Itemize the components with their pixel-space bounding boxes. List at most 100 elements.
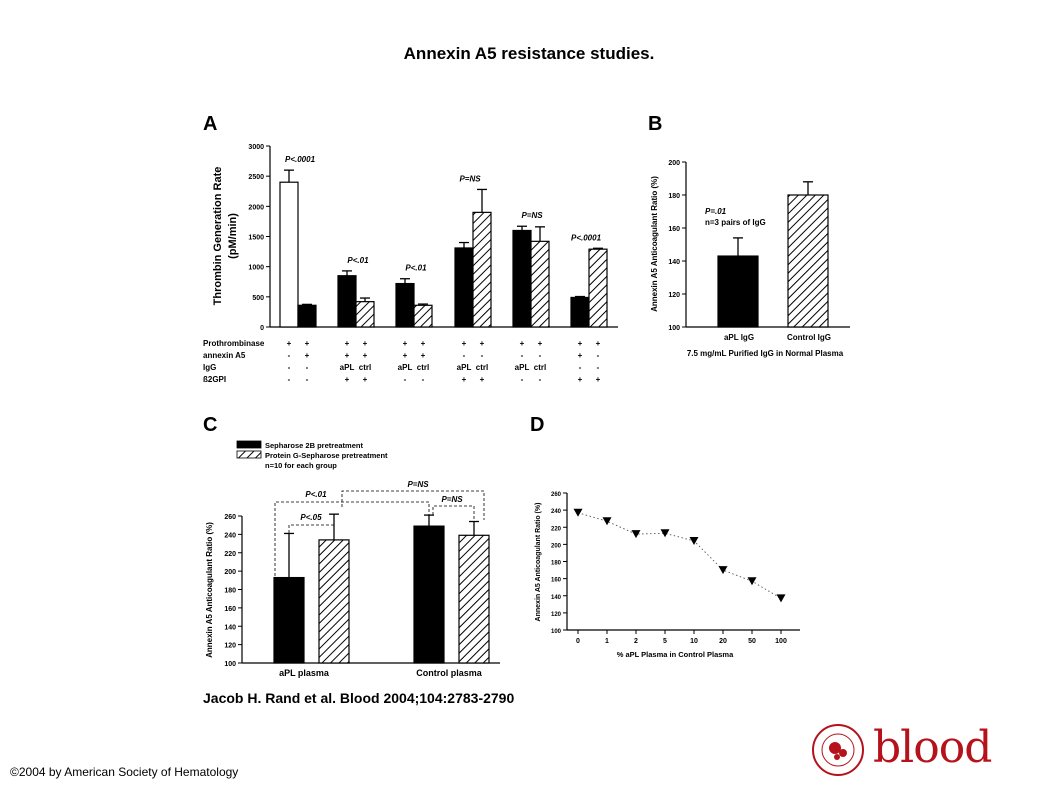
y-tick-label: 1000 — [248, 265, 264, 272]
table-cell: + — [305, 351, 310, 360]
table-cell: - — [597, 351, 600, 360]
table-cell: + — [480, 339, 485, 348]
y-tick-label: 200 — [224, 569, 236, 576]
table-cell: - — [288, 375, 291, 384]
x-tick-label: 2 — [634, 638, 638, 645]
legend-note: n=10 for each group — [265, 461, 337, 470]
y-tick-label: 140 — [551, 595, 562, 601]
data-point — [718, 566, 728, 575]
comparison-c-4: P=NS — [407, 480, 429, 489]
y-tick-label: 160 — [551, 578, 562, 584]
bar-a-4-1 — [530, 240, 550, 328]
table-cell: + — [363, 351, 368, 360]
legend-swatch — [236, 450, 262, 459]
bar-a-1-0 — [337, 275, 357, 328]
table-cell: + — [480, 375, 485, 384]
bar-a-4-0 — [512, 229, 532, 328]
blood-logo-text: blood — [873, 722, 992, 773]
category-label: aPL plasma — [279, 668, 330, 678]
table-cell: - — [521, 351, 524, 360]
table-cell: - — [481, 351, 484, 360]
table-cell: + — [345, 375, 350, 384]
table-cell: + — [403, 351, 408, 360]
table-cell: aPL — [515, 363, 530, 372]
y-tick-label: 500 — [252, 295, 264, 302]
table-cell: ctrl — [476, 363, 488, 372]
table-cell: + — [403, 339, 408, 348]
table-cell: aPL — [398, 363, 413, 372]
table-cell: - — [422, 375, 425, 384]
x-tick-label: 1 — [605, 638, 609, 645]
table-row-label: IgG — [203, 363, 216, 372]
table-cell: - — [288, 351, 291, 360]
bar-a-5-1 — [588, 248, 608, 328]
bar-a-5-0 — [570, 296, 590, 328]
table-cell: - — [539, 351, 542, 360]
annotation-a-5: P<.0001 — [571, 233, 602, 242]
category-label: Control IgG — [787, 333, 831, 342]
panel-label-c: C — [203, 414, 217, 436]
x-tick-label: 20 — [719, 638, 727, 645]
y-tick-label: 120 — [668, 292, 680, 299]
blood-logo: blood — [805, 720, 1005, 780]
bar-c-1-0 — [318, 539, 350, 664]
y-tick-label: 140 — [668, 259, 680, 266]
data-point — [660, 529, 670, 538]
y-tick-label: 220 — [224, 551, 236, 558]
x-tick-label: 5 — [663, 638, 667, 645]
y-tick-label: 2000 — [248, 204, 264, 211]
annotation-b-2: n=3 pairs of IgG — [705, 218, 766, 227]
panel-a-chart: 0 500 1000 1500 2000 2500 3000 Thrombin Generat… — [203, 144, 618, 384]
panel-label-a: A — [203, 113, 217, 135]
y-tick-label: 180 — [224, 588, 236, 595]
table-cell: + — [538, 339, 543, 348]
y-tick-label: 220 — [551, 526, 562, 532]
copyright: ©2004 by American Society of Hematology — [10, 765, 239, 779]
table-cell: - — [521, 375, 524, 384]
comparison-c-2: P<.01 — [305, 490, 327, 499]
table-cell: - — [539, 375, 542, 384]
y-tick-label: 120 — [551, 612, 562, 618]
x-tick-label: 10 — [690, 638, 698, 645]
x-tick-label: 0 — [576, 638, 580, 645]
table-row-label: annexin A5 — [203, 351, 246, 360]
bar-a-2-1 — [413, 304, 433, 328]
y-axis-label: Annexin A5 Anticoagulant Ratio (%) — [535, 503, 542, 622]
y-tick-label: 160 — [668, 226, 680, 233]
bracket-c-2 — [274, 501, 430, 576]
y-tick-label: 260 — [551, 492, 562, 498]
bar-c-0-0 — [273, 576, 305, 664]
table-cell: + — [578, 375, 583, 384]
bar-a-0-0 — [279, 181, 299, 328]
y-axis-label-1: Thrombin Generation Rate — [212, 167, 224, 306]
y-tick-label: 1500 — [248, 235, 264, 242]
y-tick-label: 200 — [551, 543, 562, 549]
table-cell: - — [306, 363, 309, 372]
table-cell: + — [520, 339, 525, 348]
y-tick-label: 3000 — [248, 144, 264, 151]
annotation-a-1: P<.01 — [347, 256, 369, 265]
bar-a-3-1 — [472, 211, 492, 328]
data-point — [573, 508, 583, 517]
table-cell: ctrl — [534, 363, 546, 372]
table-cell: - — [597, 363, 600, 372]
data-point — [747, 577, 757, 586]
y-axis-label: Annexin A5 Anticoagulant Ratio (%) — [650, 176, 659, 312]
bar-a-2-0 — [395, 282, 415, 328]
panel-c-chart: 100 120 140 160 180 200 220 240 260 Annexin A5 An… — [205, 440, 500, 678]
bar-b-1 — [787, 194, 829, 328]
table-row-label: Prothrombinase — [203, 339, 265, 348]
table-cell: + — [345, 351, 350, 360]
data-point — [631, 530, 641, 539]
table-cell: ctrl — [417, 363, 429, 372]
table-cell: + — [287, 339, 292, 348]
y-tick-label: 180 — [668, 193, 680, 200]
category-label: aPL IgG — [724, 333, 754, 342]
y-tick-label: 160 — [224, 606, 236, 613]
table-cell: + — [363, 339, 368, 348]
table-cell: + — [462, 339, 467, 348]
table-cell: + — [596, 339, 601, 348]
page-title: Annexin A5 resistance studies. — [403, 44, 655, 63]
